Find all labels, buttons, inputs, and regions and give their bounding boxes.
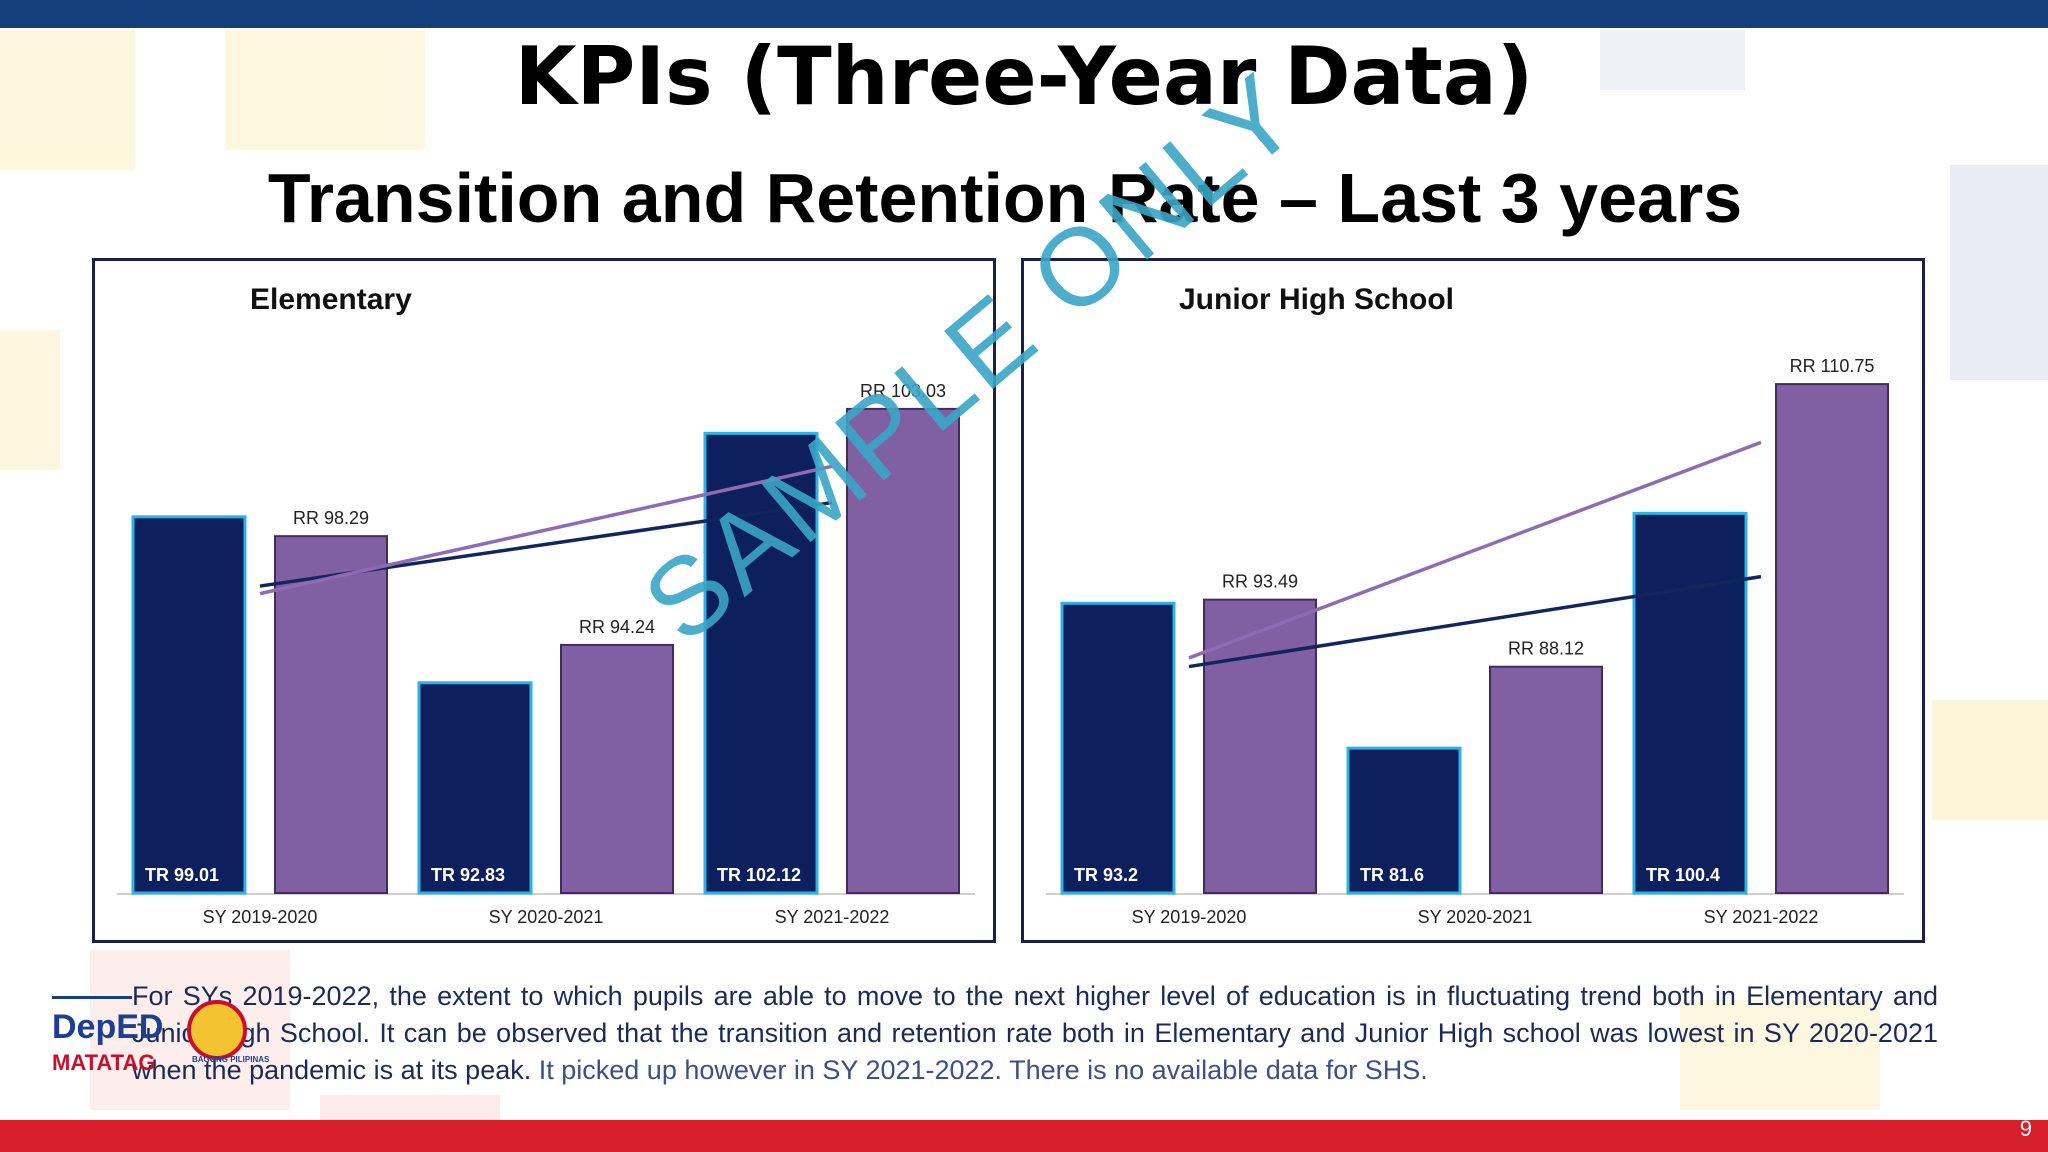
logo-bagong-text: BAGONG PILIPINAS [192, 1055, 270, 1064]
bottom-bar [0, 1120, 2048, 1152]
data-label-tr: TR 92.83 [431, 865, 505, 885]
data-label-rr: RR 94.24 [579, 617, 655, 637]
bar-tr [1632, 511, 1748, 895]
bg-block [0, 30, 135, 170]
bar-tr [1060, 601, 1176, 895]
trendline-tr [1188, 574, 1762, 669]
bar-tr [703, 431, 819, 895]
bar-tr [1346, 746, 1462, 895]
data-label-tr: TR 100.4 [1646, 865, 1720, 885]
deped-logo: DepED MATATAG BAGONG PILIPINAS [52, 996, 270, 1075]
logo-underline [52, 996, 132, 999]
x-tick-label: SY 2020-2021 [489, 907, 604, 927]
logo-deped-text: DepED [52, 1008, 163, 1046]
bar-tr [131, 515, 247, 895]
bar-rr [274, 535, 388, 894]
bagong-pilipinas-seal [187, 1000, 247, 1060]
bar-rr [846, 407, 960, 894]
data-label-tr: TR 81.6 [1360, 865, 1424, 885]
bg-block [0, 330, 60, 470]
data-label-rr: RR 93.49 [1222, 572, 1298, 592]
bar-rr [1489, 665, 1603, 894]
chart-title: Junior High School [1179, 283, 1454, 316]
bg-block [1680, 1000, 1880, 1110]
x-tick-label: SY 2021-2022 [775, 907, 890, 927]
x-tick-label: SY 2019-2020 [1132, 907, 1247, 927]
chart-elementary: Elementary TR 99.01 RR 98.29 SY 2019-2020 TR… [117, 283, 975, 927]
data-label-rr: RR 110.75 [1790, 356, 1875, 376]
bar-rr [1203, 598, 1317, 894]
data-label-rr: RR 98.29 [293, 508, 369, 528]
data-label-tr: TR 102.12 [717, 865, 801, 885]
logo-matatag-text: MATATAG [52, 1050, 155, 1075]
bg-block [1600, 30, 1745, 90]
top-bar [0, 0, 2048, 28]
data-label-rr: RR 103.03 [860, 381, 946, 401]
bar-rr [1775, 383, 1889, 894]
bar-tr [417, 681, 533, 895]
description-main: For SYs 2019-2022, the extent to which p… [132, 981, 1938, 1085]
x-tick-label: SY 2019-2020 [203, 907, 318, 927]
chart-panel-jhs: Junior High School TR 93.2 RR 93.49 SY 2019… [1021, 258, 1925, 943]
x-tick-label: SY 2020-2021 [1418, 907, 1533, 927]
page-number: 9 [2019, 1116, 2032, 1141]
chart-title: Elementary [250, 283, 412, 316]
data-label-tr: TR 93.2 [1074, 865, 1138, 885]
bg-block [1950, 165, 2048, 380]
trendline-rr [259, 464, 833, 596]
data-label-rr: RR 88.12 [1508, 639, 1584, 659]
slide-title: KPIs (Three-Year Data) [514, 30, 1534, 123]
x-tick-label: SY 2021-2022 [1704, 907, 1819, 927]
chart-panel-elementary: Elementary TR 99.01 RR 98.29 SY 2019-2020 TR… [92, 258, 996, 943]
bg-block [1932, 700, 2048, 820]
data-label-tr: TR 99.01 [145, 865, 219, 885]
bg-block [225, 30, 425, 150]
description: For SYs 2019-2022, the extent to which p… [132, 978, 1938, 1089]
trendline-rr [1188, 440, 1762, 660]
bg-block [320, 1095, 500, 1120]
bar-rr [560, 643, 674, 894]
slide-subtitle: Transition and Retention Rate – Last 3 y… [267, 159, 1743, 237]
chart-jhs: Junior High School TR 93.2 RR 93.49 SY 2019… [1046, 283, 1904, 927]
description-highlight: It picked up however in SY 2021-2022. Th… [538, 1055, 1428, 1085]
